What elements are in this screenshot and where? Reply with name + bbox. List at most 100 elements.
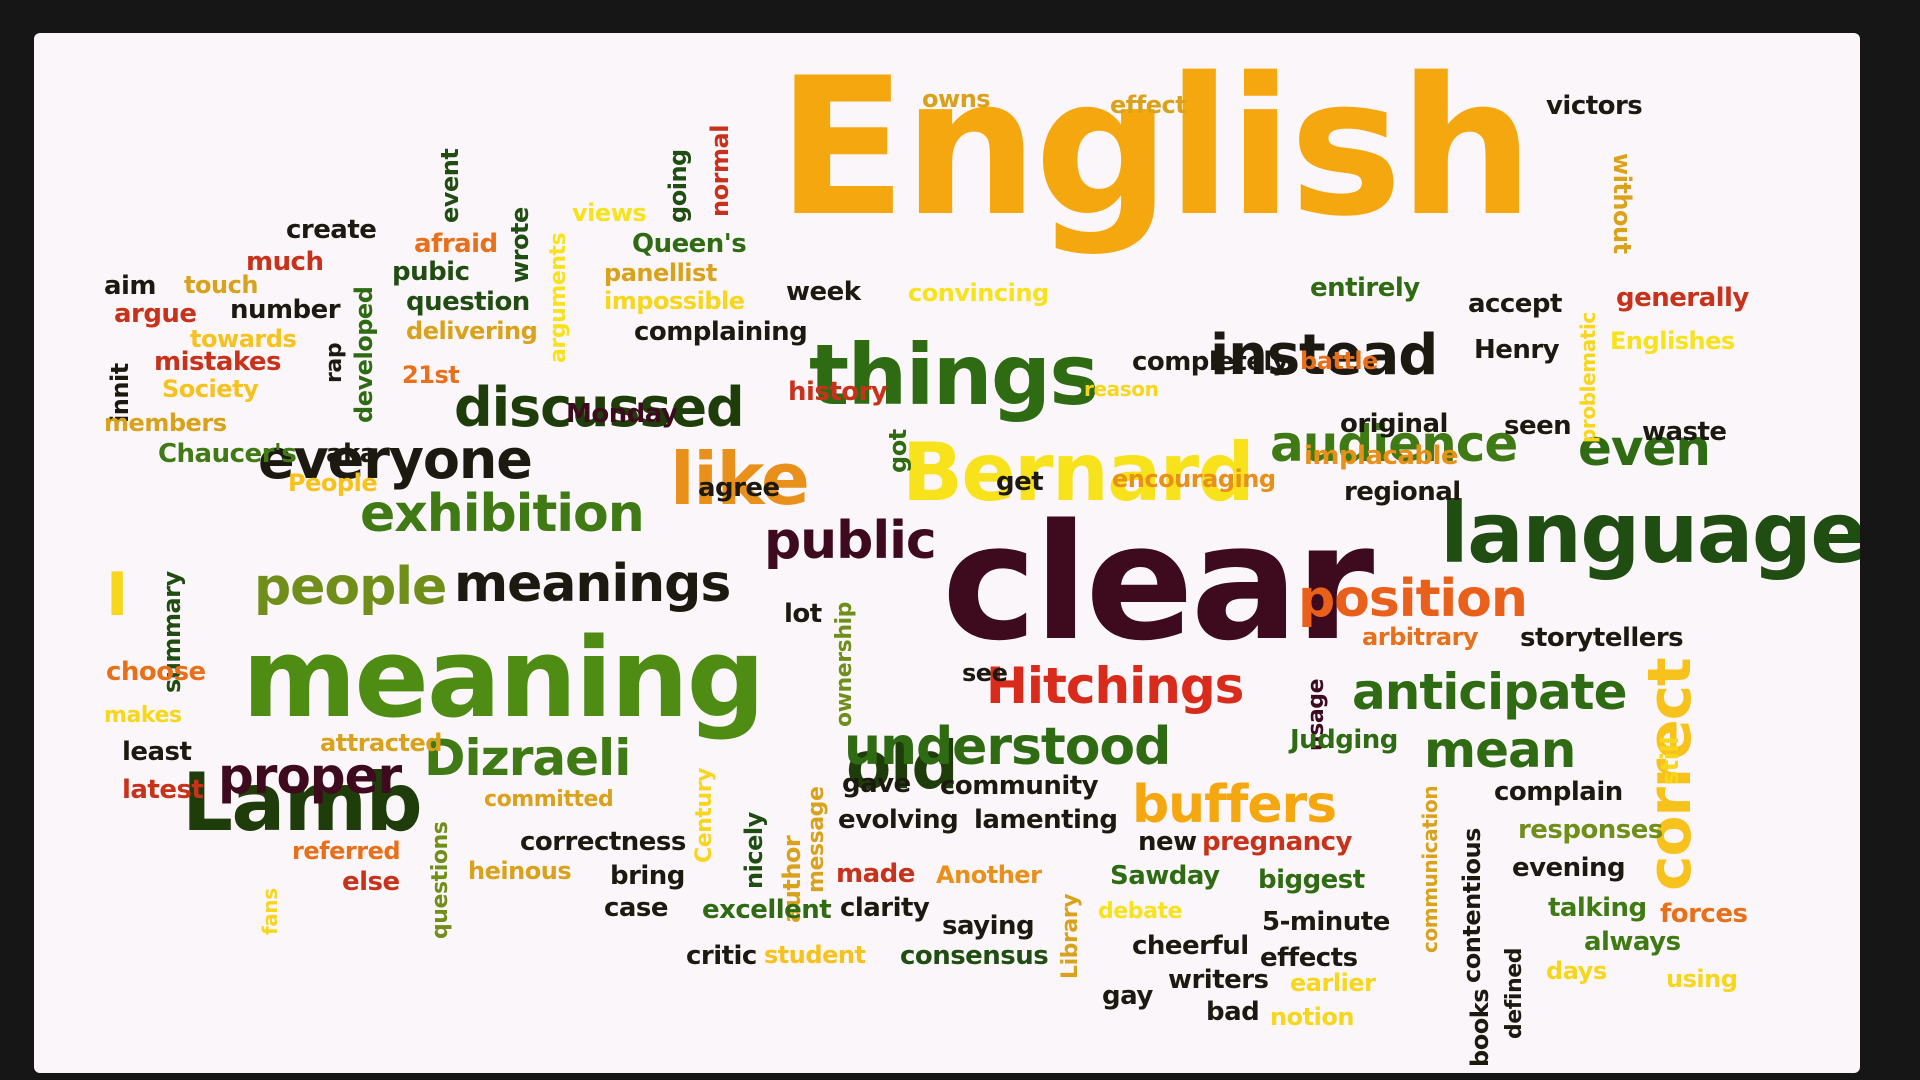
word-clarity: clarity: [840, 893, 930, 923]
word-towards: towards: [190, 325, 297, 353]
word-another: Another: [936, 861, 1042, 889]
word-original: original: [1340, 409, 1448, 439]
word-event: event: [436, 148, 464, 223]
word-aim: aim: [104, 271, 157, 301]
word-exhibition: exhibition: [360, 484, 645, 544]
word-people: people: [254, 557, 447, 617]
word-books: books: [1466, 988, 1494, 1067]
word-critic: critic: [686, 941, 757, 971]
word-ownership: ownership: [832, 602, 857, 727]
word-arbitrary: arbitrary: [1362, 623, 1479, 651]
word-makes: makes: [104, 703, 182, 728]
word-21st: 21st: [402, 361, 460, 389]
word-impossible: impossible: [604, 287, 745, 315]
word-earlier: earlier: [1290, 969, 1376, 997]
word-dizraeli: Dizraeli: [424, 729, 631, 787]
word-effects: effects: [1260, 943, 1358, 973]
word-buffers: buffers: [1132, 775, 1337, 835]
word-clear: clear: [942, 489, 1374, 676]
word-delivering: delivering: [406, 317, 538, 345]
word-monday: Monday: [566, 399, 678, 429]
word-heinous: heinous: [468, 857, 572, 885]
word-community: community: [940, 771, 1099, 801]
word-responses: responses: [1518, 815, 1663, 845]
word-else: else: [342, 867, 400, 897]
word-questions: questions: [428, 821, 453, 939]
word-lamenting: lamenting: [974, 805, 1118, 835]
word-judging: Judging: [1290, 725, 1398, 755]
word-english: English: [777, 37, 1534, 258]
word-always: always: [1584, 927, 1681, 957]
word-convincing: convincing: [908, 279, 1049, 307]
word-excellent: excellent: [702, 895, 832, 925]
word-position: position: [1298, 569, 1528, 629]
word-hitchings: Hitchings: [986, 657, 1244, 715]
word-argue: argue: [114, 299, 197, 329]
word-nicely: nicely: [740, 812, 768, 889]
word-views: views: [572, 199, 647, 227]
word-encouraging: encouraging: [1112, 465, 1276, 493]
word-implacable: implacable: [1304, 441, 1459, 471]
word-pubic: pubic: [392, 257, 470, 287]
word-generally: generally: [1616, 283, 1749, 313]
word-new: new: [1138, 827, 1197, 857]
word-society: Society: [162, 375, 259, 403]
word-see: see: [962, 659, 1008, 687]
word-cheerful: cheerful: [1132, 931, 1249, 961]
word-least: least: [122, 737, 192, 767]
word-complain: complain: [1494, 777, 1623, 807]
word-century: Century: [692, 767, 717, 863]
word-mean: mean: [1424, 721, 1576, 779]
word-chaucers: Chaucer's: [158, 439, 297, 469]
word-waste: waste: [1642, 417, 1727, 447]
word-meaning: meaning: [242, 614, 765, 742]
word-referred: referred: [292, 837, 401, 865]
word-instead: instead: [1210, 323, 1438, 388]
word-members: members: [104, 409, 227, 437]
word-like: like: [670, 437, 810, 521]
word-entirely: entirely: [1310, 273, 1420, 303]
word-owns: owns: [922, 85, 991, 113]
word-touch: touch: [184, 271, 258, 299]
word-seen: seen: [1504, 411, 1572, 441]
word-victors: victors: [1546, 91, 1643, 121]
word-fans: fans: [258, 888, 282, 935]
word-week: week: [786, 277, 861, 307]
word-going: going: [664, 149, 692, 223]
word-create: create: [286, 215, 377, 245]
word-meanings: meanings: [454, 554, 731, 614]
word-gave: gave: [842, 769, 911, 799]
word-cloud: English clear meaning things language Be…: [34, 33, 1860, 1073]
word-number: number: [230, 295, 341, 325]
word-aka: aka: [326, 439, 377, 469]
word-question: question: [406, 287, 530, 317]
word-afraid: afraid: [414, 229, 498, 259]
word-language: language: [1440, 484, 1860, 582]
word-storytellers: storytellers: [1520, 623, 1684, 653]
word-much: much: [246, 247, 324, 277]
word-rap: rap: [322, 342, 347, 383]
word-biggest: biggest: [1258, 865, 1365, 895]
word-completely: completely: [1132, 347, 1289, 377]
word-without: without: [1608, 153, 1636, 254]
word-using: using: [1666, 965, 1738, 993]
word-student: student: [764, 941, 866, 969]
word-bad: bad: [1206, 997, 1260, 1027]
word-normal: normal: [706, 125, 734, 217]
word-everyone: everyone: [258, 428, 533, 491]
word-5minute: 5-minute: [1262, 907, 1390, 937]
word-made: made: [836, 859, 915, 889]
word-panellist: panellist: [604, 259, 717, 287]
word-committed: committed: [484, 787, 614, 812]
word-pregnancy: pregnancy: [1202, 827, 1352, 857]
word-old: old: [846, 727, 959, 804]
word-queens: Queen's: [632, 229, 747, 259]
word-case: case: [604, 893, 669, 923]
word-reason: reason: [1084, 377, 1159, 401]
word-regional: regional: [1344, 477, 1461, 507]
word-message: message: [804, 786, 829, 893]
word-debate: debate: [1098, 899, 1183, 924]
word-anticipate: anticipate: [1352, 663, 1627, 721]
word-arguments: arguments: [546, 232, 571, 363]
